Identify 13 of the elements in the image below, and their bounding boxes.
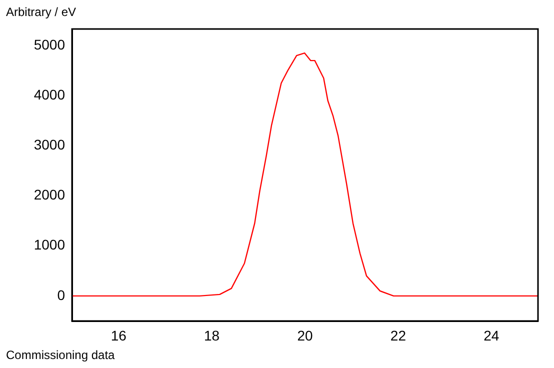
x-tick-label: 18 [204, 327, 220, 344]
x-tick-label: 24 [484, 327, 500, 344]
text: Commissioning data [6, 348, 116, 362]
y-tick-label: 4000 [34, 86, 66, 102]
x-tick-label: 16 [110, 327, 127, 344]
y-tick-label: 2000 [34, 186, 66, 203]
x-tick-label: 20 [297, 327, 313, 344]
y-tick-label: 1000 [34, 236, 66, 253]
x-tick-label: 22 [390, 327, 406, 344]
y-tick-label: 5000 [34, 36, 66, 52]
y-axis-title: Arbitrary / eV [6, 5, 76, 19]
y-tick-label: 3000 [34, 136, 66, 153]
y-tick-label: 0 [57, 286, 66, 303]
